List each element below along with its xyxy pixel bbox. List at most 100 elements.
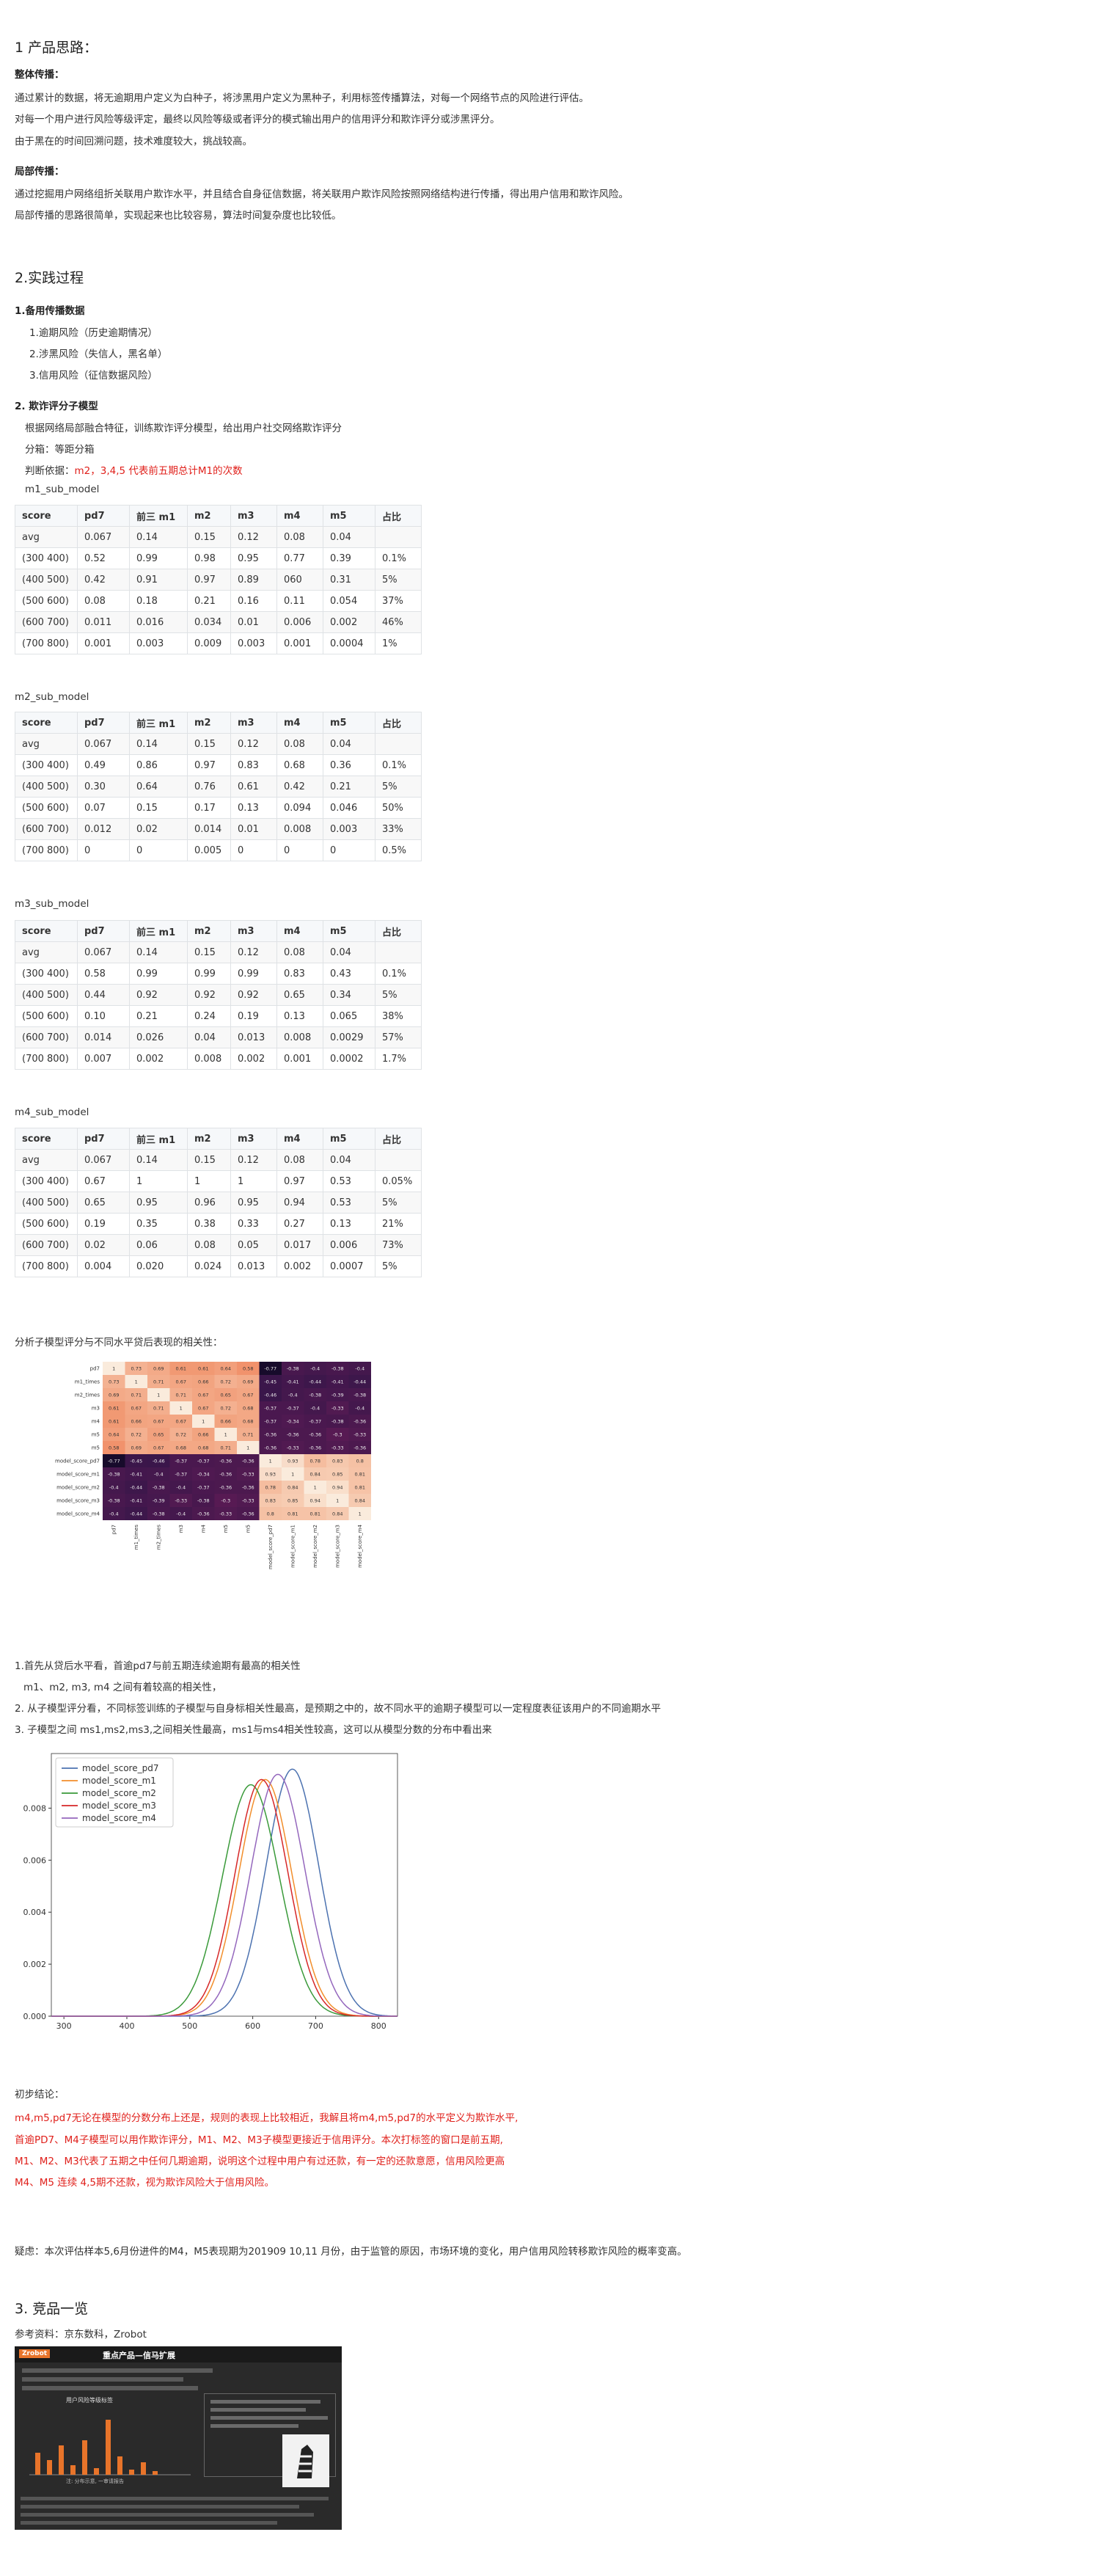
heatmap-col-label: m5 <box>223 1525 229 1533</box>
table-cell: 0.004 <box>77 1255 130 1277</box>
table-cell: 0.006 <box>323 1234 375 1256</box>
heatmap-value-label: -0.39 <box>331 1393 344 1398</box>
table-cell: 0.35 <box>129 1213 188 1235</box>
table-cell: 0.92 <box>129 984 188 1006</box>
heatmap-cell <box>125 1507 147 1520</box>
heatmap-value-label: 0.65 <box>153 1432 164 1438</box>
slide-chart-note: 注: 分布示意, 一审请报告 <box>66 2478 124 2484</box>
table-cell: 5% <box>375 1192 422 1214</box>
table-row: avg 0.067 0.14 0.15 0.12 0.08 0.04 <box>15 526 422 548</box>
heatmap-value-label: -0.38 <box>353 1393 366 1398</box>
heatmap-cell <box>103 1362 125 1375</box>
data-item-1: 1.逾期风险（历史逾期情况） <box>29 327 158 339</box>
table-cell: 0.97 <box>187 754 231 776</box>
table-cell: 0.12 <box>230 733 277 755</box>
table-cell: (300 400) <box>15 1170 78 1192</box>
table-cell: 0.04 <box>323 733 375 755</box>
heatmap-value-label: -0.37 <box>309 1419 321 1425</box>
heatmap-cell <box>348 1441 371 1454</box>
table-cell: 0.21 <box>323 776 375 798</box>
heatmap-col-label: m3 <box>178 1525 184 1533</box>
heatmap-value-label: 0.61 <box>109 1419 119 1425</box>
heatmap-cell <box>125 1388 147 1401</box>
table-row: avg 0.067 0.14 0.15 0.12 0.08 0.04 <box>15 733 422 755</box>
heatmap-cell <box>103 1441 125 1454</box>
table-cell: 0.024 <box>187 1255 231 1277</box>
heatmap-value-label: -0.36 <box>264 1445 276 1451</box>
table-cell: 0.001 <box>276 1048 323 1070</box>
table-header: m4 <box>276 505 323 527</box>
heatmap-value-label: 0.61 <box>176 1366 186 1372</box>
heatmap-value-label: 0.69 <box>109 1393 119 1398</box>
heatmap-cell <box>147 1454 170 1467</box>
legend-label: model_score_m1 <box>82 1776 156 1786</box>
heatmap-cell <box>103 1454 125 1467</box>
table-header: score <box>15 505 78 527</box>
heatmap-cell <box>304 1415 326 1428</box>
m4-table: score pd7 前三 m1 m2 m3 m4 m5 占比 avg 0.067 0.14 0.15 0… <box>15 1128 422 1277</box>
heatmap-cell <box>192 1467 215 1481</box>
table-row: (300 400) 0.49 0.86 0.97 0.83 0.68 0.36 0.1% <box>15 754 422 776</box>
table-cell: 0.016 <box>129 611 188 633</box>
conclusion-line-4: M4、M5 连续 4,5期不还款，视为欺诈风险大于信用风险。 <box>15 2177 275 2189</box>
finding-1: 1.首先从贷后水平看，首逾pd7与前五期连续逾期有最高的相关性 <box>15 1660 301 1672</box>
heatmap-cell <box>282 1481 304 1494</box>
table-cell: 0.19 <box>77 1213 130 1235</box>
heatmap-row-label: m5 <box>92 1445 100 1451</box>
heatmap-cell <box>169 1441 192 1454</box>
heatmap-value-label: -0.77 <box>264 1366 276 1372</box>
conclusion-line-2: 首逾PD7、M4子模型可以用作欺诈评分，M1、M2、M3子模型更接近于信用评分。… <box>15 2134 503 2146</box>
heatmap-value-label: 0.85 <box>287 1498 298 1504</box>
heatmap-cell <box>214 1454 237 1467</box>
table-cell: (700 800) <box>15 839 78 861</box>
heatmap-col-label: model_score_m3 <box>334 1525 340 1568</box>
table-header: m5 <box>323 712 375 734</box>
table-cell: 0.15 <box>187 526 231 548</box>
heatmap-row-label: m5 <box>92 1432 100 1438</box>
y-tick-label: 0.008 <box>23 1803 47 1813</box>
heatmap-cell <box>304 1441 326 1454</box>
heatmap-cell <box>237 1441 260 1454</box>
heatmap-cell <box>259 1388 282 1401</box>
table-cell: 0.92 <box>187 984 231 1006</box>
table-cell: 0.52 <box>77 547 130 569</box>
heatmap-cell <box>259 1415 282 1428</box>
heatmap-value-label: -0.38 <box>108 1472 120 1478</box>
heatmap-value-label: 0.71 <box>153 1379 164 1385</box>
table-cell: 0.91 <box>129 569 188 591</box>
x-tick-label: 600 <box>245 2021 260 2031</box>
score-distribution-chart: 300 400 500 600 700 800 0.000 0.002 0.004 0.006 0.… <box>23 1753 398 2031</box>
table-cell: 0.65 <box>77 1192 130 1214</box>
table-cell: 0.011 <box>77 611 130 633</box>
reference-line: 参考资料：京东数科，Zrobot <box>15 2329 147 2340</box>
heatmap-cell <box>282 1454 304 1467</box>
table-cell: 0 <box>129 839 188 861</box>
heatmap-cell <box>192 1428 215 1441</box>
heatmap-value-label: -0.33 <box>219 1511 232 1517</box>
table-cell: 0.06 <box>129 1234 188 1256</box>
table-row: avg 0.067 0.14 0.15 0.12 0.08 0.04 <box>15 1149 422 1171</box>
table-row: (500 600) 0.10 0.21 0.24 0.19 0.13 0.065 38% <box>15 1005 422 1027</box>
heatmap-cell <box>169 1481 192 1494</box>
heatmap-cell <box>169 1375 192 1388</box>
table-cell: (500 600) <box>15 1005 78 1027</box>
table-cell: 0.08 <box>276 733 323 755</box>
table-cell: 0.94 <box>276 1192 323 1214</box>
table-cell: 0.002 <box>323 611 375 633</box>
heatmap-value-label: -0.38 <box>153 1511 165 1517</box>
heatmap-cell <box>237 1362 260 1375</box>
heatmap-cell <box>125 1494 147 1507</box>
table-cell: 0.017 <box>276 1234 323 1256</box>
heatmap-value-label: 0.68 <box>176 1445 186 1451</box>
heatmap-cell <box>214 1494 237 1507</box>
heatmap-value-label: 0.81 <box>310 1511 320 1517</box>
table-header: m4 <box>276 920 323 942</box>
heatmap-cell <box>259 1362 282 1375</box>
heatmap-value-label: 0.83 <box>332 1459 342 1464</box>
table-cell: 0.008 <box>187 1048 231 1070</box>
x-tick-label: 800 <box>371 2021 386 2031</box>
heatmap-value-label: 0.68 <box>243 1406 253 1412</box>
table-cell: 0.001 <box>77 632 130 654</box>
table-cell: 0 <box>77 839 130 861</box>
table-row: avg 0.067 0.14 0.15 0.12 0.08 0.04 <box>15 941 422 963</box>
